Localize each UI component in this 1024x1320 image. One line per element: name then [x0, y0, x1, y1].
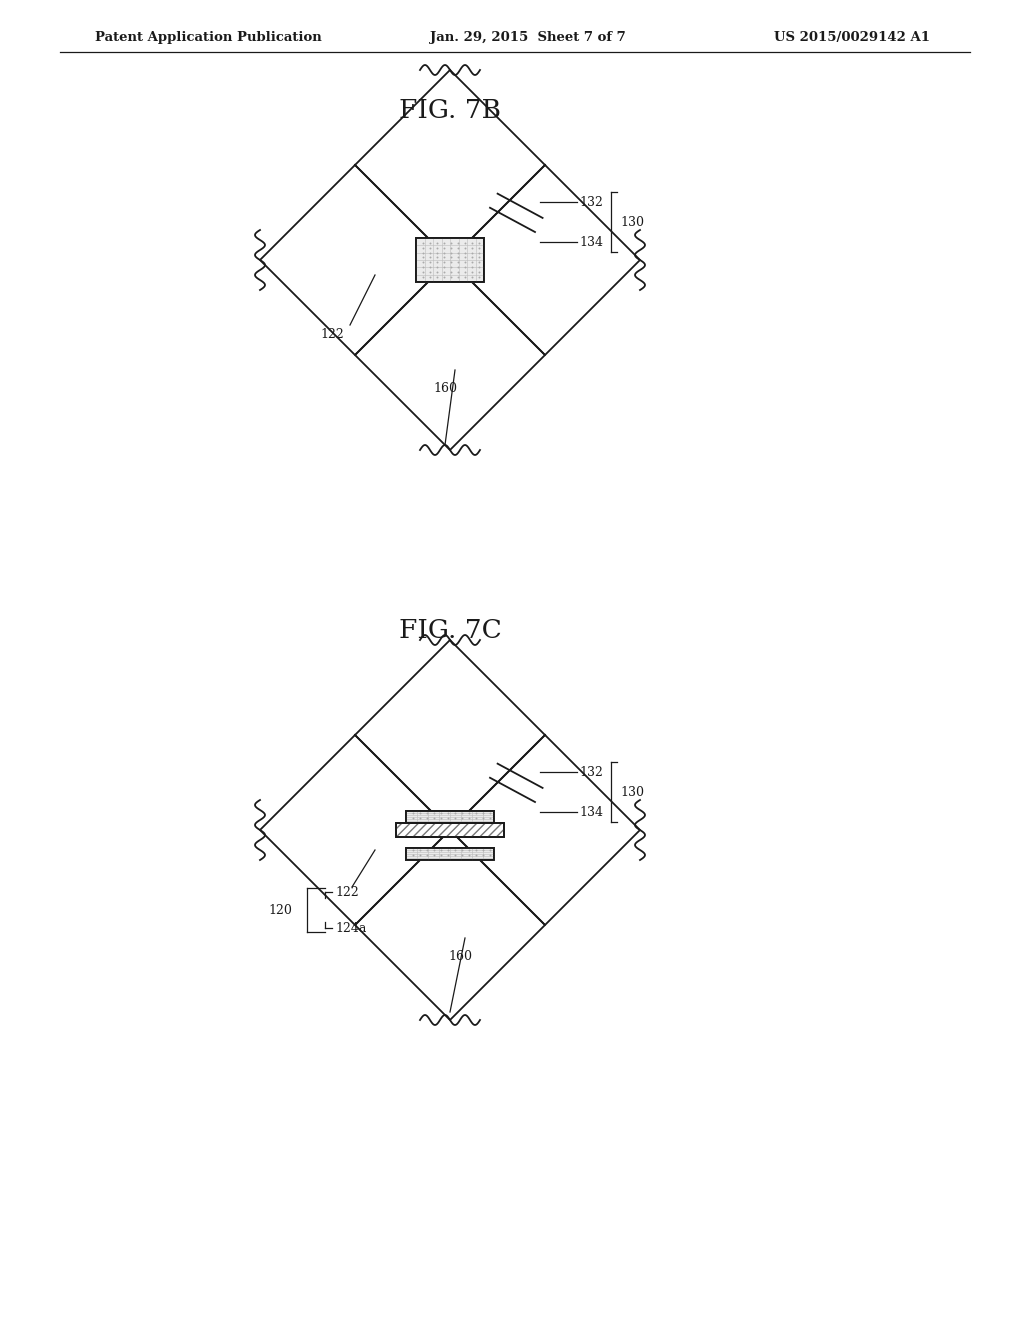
Bar: [406, 810, 494, 822]
Text: 160: 160: [433, 381, 457, 395]
Text: 132: 132: [579, 195, 603, 209]
Text: 130: 130: [620, 785, 644, 799]
Bar: [406, 847, 494, 861]
Text: FIG. 7B: FIG. 7B: [399, 98, 501, 123]
Bar: [396, 822, 504, 837]
Text: 132: 132: [579, 766, 603, 779]
Text: 160: 160: [449, 950, 472, 964]
Text: 120: 120: [268, 903, 292, 916]
Text: FIG. 7C: FIG. 7C: [398, 618, 502, 643]
Bar: [416, 238, 484, 282]
Text: 130: 130: [620, 215, 644, 228]
Bar: [416, 238, 484, 282]
Text: 122: 122: [319, 329, 344, 342]
Text: US 2015/0029142 A1: US 2015/0029142 A1: [774, 30, 930, 44]
Bar: [406, 847, 494, 861]
Text: 124a: 124a: [335, 921, 367, 935]
Text: 122: 122: [335, 886, 358, 899]
Text: Jan. 29, 2015  Sheet 7 of 7: Jan. 29, 2015 Sheet 7 of 7: [430, 30, 626, 44]
Bar: [396, 822, 504, 837]
Bar: [406, 810, 494, 822]
Text: Patent Application Publication: Patent Application Publication: [95, 30, 322, 44]
Bar: [396, 822, 504, 837]
Text: 134: 134: [579, 235, 603, 248]
Text: 134: 134: [579, 805, 603, 818]
